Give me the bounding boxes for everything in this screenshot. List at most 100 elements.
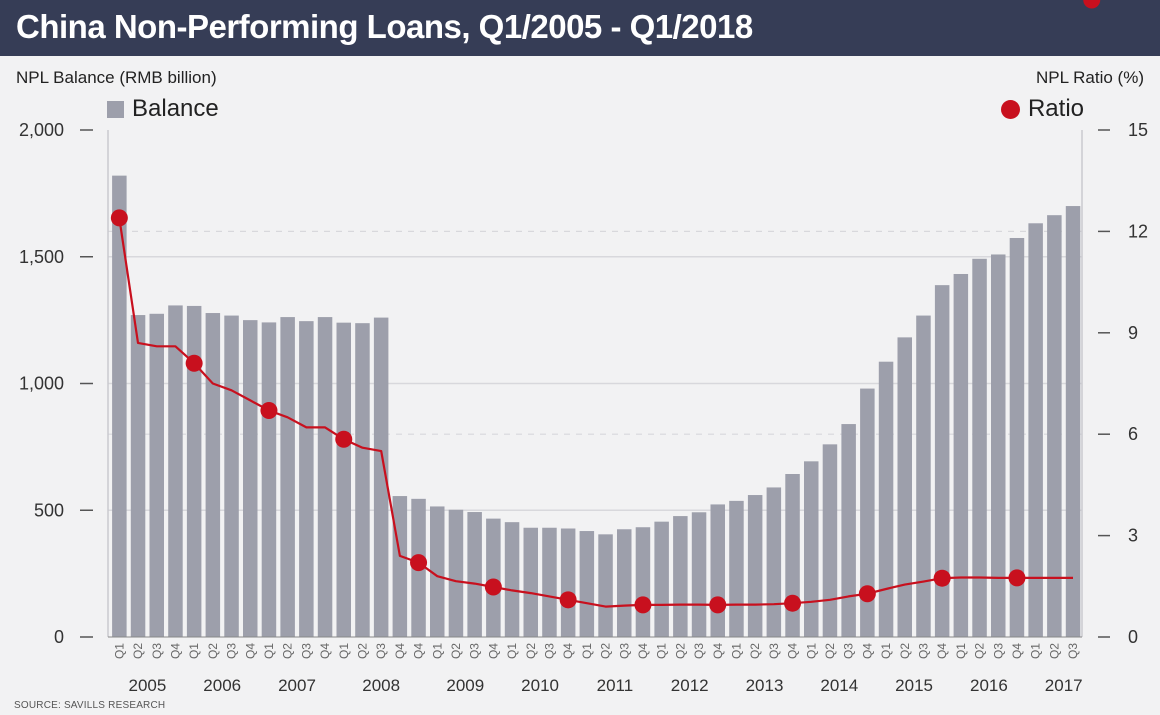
quarter-tick-label: Q2 — [748, 643, 762, 659]
ratio-point — [484, 578, 502, 596]
quarter-tick-label: Q3 — [225, 643, 239, 659]
ratio-point — [784, 594, 802, 612]
quarter-tick-label: Q4 — [243, 643, 257, 659]
year-tick-label: 2007 — [278, 676, 316, 695]
right-tick-label: 0 — [1128, 627, 1138, 647]
quarter-tick-label: Q3 — [299, 643, 313, 659]
year-tick-label: 2005 — [128, 676, 166, 695]
bar-balance — [617, 529, 632, 637]
bar-balance — [149, 313, 164, 637]
quarter-tick-label: Q4 — [393, 643, 407, 659]
bar-balance — [729, 500, 744, 637]
bar-balance — [897, 337, 912, 637]
quarter-tick-label: Q4 — [318, 643, 332, 659]
quarter-tick-label: Q2 — [823, 643, 837, 659]
bar-balance — [1009, 237, 1025, 637]
ratio-point — [110, 209, 128, 227]
quarter-tick-label: Q1 — [954, 643, 968, 659]
year-tick-label: 2017 — [1045, 676, 1083, 695]
ratio-point — [1008, 569, 1026, 587]
ratio-point — [335, 430, 353, 448]
bar-balance — [710, 504, 725, 637]
quarter-tick-label: Q4 — [1010, 643, 1024, 659]
quarter-tick-label: Q4 — [636, 643, 650, 659]
bar-balance — [317, 317, 333, 637]
bar-balance — [766, 487, 782, 637]
quarter-tick-label: Q1 — [655, 643, 669, 659]
quarter-tick-label: Q3 — [150, 643, 164, 659]
quarter-tick-label: Q3 — [617, 643, 631, 659]
bar-balance — [373, 317, 389, 637]
quarter-tick-label: Q3 — [374, 643, 388, 659]
quarter-tick-label: Q2 — [898, 643, 912, 659]
left-tick-label: 2,000 — [19, 120, 64, 140]
bar-balance — [916, 315, 931, 637]
quarter-tick-label: Q4 — [860, 643, 874, 659]
bar-balance — [860, 388, 875, 637]
bar-balance — [654, 521, 669, 637]
bar-balance — [336, 322, 351, 637]
quarter-tick-label: Q1 — [580, 643, 594, 659]
bar-balance — [953, 273, 969, 637]
quarter-tick-label: Q2 — [524, 643, 538, 659]
bar-balance — [261, 322, 277, 637]
bar-balance — [523, 527, 538, 637]
ratio-point — [858, 585, 876, 603]
bar-balance — [841, 424, 856, 637]
bar-balance — [355, 323, 370, 637]
bar-balance — [542, 527, 557, 637]
bar-balance — [280, 317, 295, 637]
bar-balance — [1047, 215, 1062, 637]
quarter-tick-label: Q2 — [281, 643, 295, 659]
quarter-tick-label: Q4 — [561, 643, 575, 659]
left-axis-title: NPL Balance (RMB billion) — [16, 68, 217, 87]
quarter-tick-label: Q4 — [412, 643, 426, 659]
bar-balance — [579, 531, 595, 637]
bar-balance — [673, 516, 688, 637]
ratio-point — [709, 596, 727, 614]
bar-balance — [972, 258, 987, 637]
quarter-tick-label: Q3 — [1066, 643, 1080, 659]
legend-balance: Balance — [107, 95, 219, 123]
quarter-tick-label: Q2 — [206, 643, 220, 659]
quarter-tick-label: Q4 — [786, 643, 800, 659]
quarter-tick-label: Q3 — [468, 643, 482, 659]
bar-balance — [168, 305, 183, 637]
quarter-tick-label: Q1 — [337, 643, 351, 659]
bar-balance — [598, 534, 613, 637]
bar-balance — [430, 506, 445, 637]
bar-balance — [448, 509, 464, 637]
bar-balance — [785, 473, 800, 637]
right-tick-label: 15 — [1128, 120, 1148, 140]
ratio-point — [410, 554, 428, 572]
year-tick-label: 2016 — [970, 676, 1008, 695]
year-tick-label: 2013 — [746, 676, 784, 695]
quarter-tick-label: Q1 — [430, 643, 444, 659]
bar-balance — [224, 315, 239, 637]
legend-ratio: Ratio — [1000, 95, 1084, 123]
quarter-tick-label: Q2 — [1047, 643, 1061, 659]
ratio-point — [185, 354, 203, 372]
quarter-tick-label: Q1 — [505, 643, 519, 659]
quarter-tick-label: Q2 — [599, 643, 613, 659]
quarter-tick-label: Q3 — [767, 643, 781, 659]
ratio-point — [634, 596, 652, 614]
right-tick-label: 3 — [1128, 526, 1138, 546]
quarter-tick-label: Q2 — [449, 643, 463, 659]
right-tick-label: 12 — [1128, 221, 1148, 241]
left-tick-label: 0 — [54, 627, 64, 647]
quarter-tick-label: Q1 — [804, 643, 818, 659]
bar-balance — [822, 444, 838, 637]
quarter-tick-label: Q4 — [168, 643, 182, 659]
bar-balance — [186, 305, 202, 637]
legend-balance-swatch — [107, 100, 124, 118]
bar-balance — [991, 254, 1006, 637]
bar-balance — [1028, 223, 1043, 637]
quarter-tick-label: Q3 — [542, 643, 556, 659]
bar-balance — [635, 527, 651, 637]
right-tick-label: 6 — [1128, 424, 1138, 444]
bar-balance — [486, 518, 501, 637]
quarter-tick-label: Q4 — [486, 643, 500, 659]
year-tick-label: 2006 — [203, 676, 241, 695]
year-tick-label: 2015 — [895, 676, 933, 695]
